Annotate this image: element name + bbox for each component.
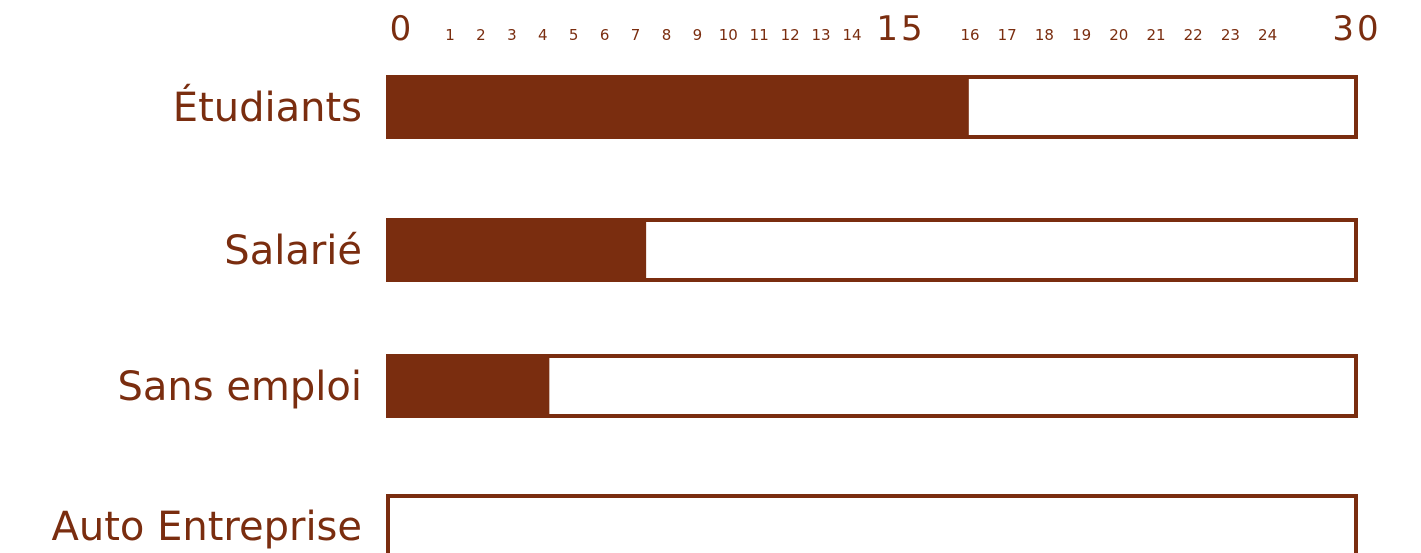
tick-label: 24 xyxy=(1258,26,1277,44)
category-label: Sans emploi xyxy=(118,364,362,410)
tick-label: 16 xyxy=(960,26,979,44)
bar xyxy=(388,356,550,416)
major-tick-label: 0 xyxy=(390,9,415,49)
tick-label: 6 xyxy=(600,26,610,44)
tick-label: 3 xyxy=(507,26,517,44)
bar-row: Auto Entreprise xyxy=(52,494,1358,553)
bar-track xyxy=(386,494,1358,553)
tick-label: 12 xyxy=(781,26,800,44)
bar xyxy=(388,77,969,137)
tick-label: 23 xyxy=(1221,26,1240,44)
tick-label: 19 xyxy=(1072,26,1091,44)
tick-label: 22 xyxy=(1184,26,1203,44)
bar-row: Sans emploi xyxy=(118,354,1358,418)
bar-row: Salarié xyxy=(224,218,1358,282)
category-label: Auto Entreprise xyxy=(52,504,362,550)
tick-label: 5 xyxy=(569,26,579,44)
tick-label: 14 xyxy=(842,26,861,44)
category-label: Étudiants xyxy=(173,83,362,131)
major-tick-label: 30 xyxy=(1332,9,1381,49)
tick-label: 10 xyxy=(719,26,738,44)
major-tick-label: 15 xyxy=(876,9,925,49)
tick-label: 21 xyxy=(1146,26,1165,44)
bar xyxy=(388,220,647,280)
bar-row: Étudiants xyxy=(173,75,1358,139)
tick-label: 11 xyxy=(750,26,769,44)
category-label: Salarié xyxy=(224,228,362,274)
tick-label: 2 xyxy=(476,26,486,44)
tick-label: 17 xyxy=(998,26,1017,44)
tick-label: 1 xyxy=(445,26,455,44)
tick-label: 18 xyxy=(1035,26,1054,44)
tick-label: 4 xyxy=(538,26,548,44)
tick-label: 13 xyxy=(812,26,831,44)
tick-label: 9 xyxy=(693,26,703,44)
tick-label: 20 xyxy=(1109,26,1128,44)
tick-label: 7 xyxy=(631,26,641,44)
tick-label: 8 xyxy=(662,26,672,44)
